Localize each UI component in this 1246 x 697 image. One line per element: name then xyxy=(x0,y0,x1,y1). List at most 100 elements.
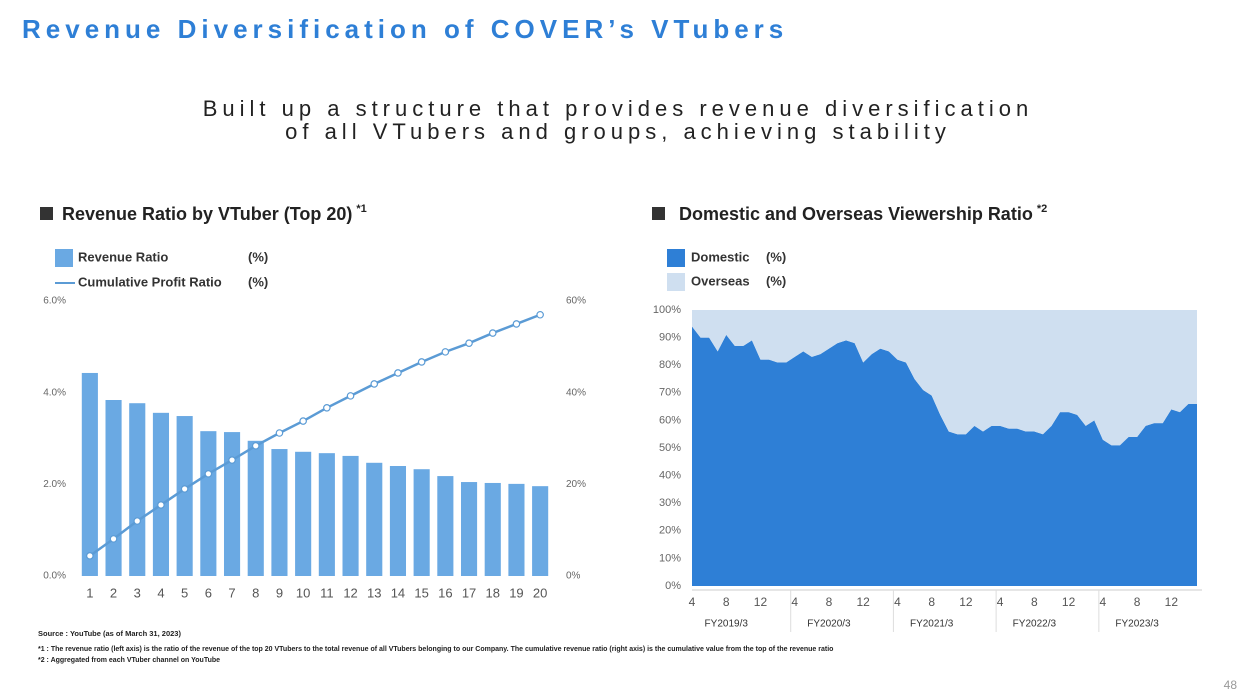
x-tick-label: 8 xyxy=(826,595,833,609)
y-tick-label: 20% xyxy=(659,525,681,537)
area xyxy=(692,310,1197,446)
x-tick-label: 8 xyxy=(252,585,259,600)
x-tick-label: 6 xyxy=(205,585,212,600)
marker xyxy=(275,429,284,437)
bar xyxy=(484,482,501,576)
x-tick-label: 15 xyxy=(414,585,428,600)
legend-label: Cumulative Profit Ratio xyxy=(78,274,222,289)
x-tick-label: 9 xyxy=(276,585,283,600)
y2-tick-label: 20% xyxy=(566,479,586,490)
x-tick-label: 20 xyxy=(533,585,547,600)
legend-swatch xyxy=(55,249,73,267)
x-tick-label: 2 xyxy=(110,585,117,600)
x-tick-label: 12 xyxy=(343,585,357,600)
marker xyxy=(417,358,426,366)
x-tick-label: 14 xyxy=(391,585,405,600)
bar xyxy=(318,453,335,576)
x-tick-label: 5 xyxy=(181,585,188,600)
bar xyxy=(129,403,146,576)
bar xyxy=(366,462,383,576)
x-tick-label: 4 xyxy=(689,595,696,609)
bar xyxy=(247,440,264,576)
source: Source : YouTube (as of March 31, 2023) xyxy=(38,629,181,638)
marker xyxy=(157,501,165,509)
bar xyxy=(413,469,430,576)
legend-unit: (%) xyxy=(766,249,786,264)
x-tick-label: 8 xyxy=(723,595,730,609)
marker xyxy=(299,417,307,425)
marker xyxy=(180,485,189,493)
chart-title-text: Domestic and Overseas Viewership Ratio xyxy=(679,204,1033,224)
group-label: FY2021/3 xyxy=(910,619,954,630)
bar xyxy=(532,486,549,576)
x-tick-label: 12 xyxy=(754,595,768,609)
legend-unit: (%) xyxy=(248,274,268,289)
chart-title: Revenue Ratio by VTuber (Top 20) *1 xyxy=(62,203,367,224)
marker xyxy=(441,348,450,356)
y-tick-label: 0% xyxy=(665,580,681,592)
subtitle: of all VTubers and groups, achieving sta… xyxy=(285,119,951,144)
marker xyxy=(536,310,544,319)
y-tick-label: 70% xyxy=(659,387,681,399)
bar xyxy=(389,466,407,576)
bar xyxy=(342,455,359,576)
y-tick-label: 2.0% xyxy=(43,479,66,490)
line xyxy=(89,313,541,557)
x-tick-label: 18 xyxy=(486,585,500,600)
x-tick-label: 3 xyxy=(134,585,141,600)
marker xyxy=(86,552,94,560)
marker xyxy=(323,403,331,412)
legend-unit: (%) xyxy=(766,273,786,288)
area xyxy=(692,326,1197,586)
marker xyxy=(465,339,473,347)
marker xyxy=(251,442,260,450)
bar xyxy=(295,451,312,576)
chart-title: Domestic and Overseas Viewership Ratio *2 xyxy=(679,203,1047,224)
x-tick-label: 8 xyxy=(1134,595,1141,609)
x-tick-label: 10 xyxy=(296,585,310,600)
x-tick-label: 8 xyxy=(928,595,935,609)
x-tick-label: 7 xyxy=(228,585,235,600)
footnote: *2 : Aggregated from each VTuber channel… xyxy=(38,657,220,664)
y-tick-label: 30% xyxy=(659,497,681,509)
marker xyxy=(346,392,355,400)
note-mark: *2 xyxy=(1037,203,1047,215)
chart-title-text: Revenue Ratio by VTuber (Top 20) xyxy=(62,204,352,224)
marker xyxy=(512,320,521,328)
legend-swatch xyxy=(667,273,685,291)
bar xyxy=(460,482,478,576)
bar xyxy=(223,432,241,576)
y-tick-label: 80% xyxy=(659,359,681,371)
x-tick-label: 13 xyxy=(367,585,381,600)
marker xyxy=(394,369,402,377)
bar xyxy=(437,476,454,576)
x-tick-label: 4 xyxy=(791,595,798,609)
marker xyxy=(204,469,213,478)
marker xyxy=(370,380,379,388)
group-label: FY2023/3 xyxy=(1115,619,1159,630)
x-tick-label: 12 xyxy=(959,595,973,609)
bar xyxy=(271,449,288,576)
y-tick-label: 10% xyxy=(659,552,681,564)
bar xyxy=(200,431,217,576)
y-tick-label: 6.0% xyxy=(43,296,66,307)
bar xyxy=(105,400,122,576)
bar xyxy=(508,483,525,576)
group-label: FY2020/3 xyxy=(807,619,851,630)
x-tick-label: 12 xyxy=(1062,595,1076,609)
footnote: *1 : The revenue ratio (left axis) is th… xyxy=(38,646,833,653)
x-tick-label: 8 xyxy=(1031,595,1038,609)
y-tick-label: 60% xyxy=(659,414,681,426)
subtitle: Built up a structure that provides reven… xyxy=(203,96,1034,121)
note-mark: *1 xyxy=(356,203,366,215)
heading-square xyxy=(40,207,53,220)
legend-label: Domestic xyxy=(691,249,750,264)
x-tick-label: 4 xyxy=(157,585,164,600)
group-label: FY2022/3 xyxy=(1013,619,1057,630)
x-tick-label: 12 xyxy=(857,595,871,609)
y-tick-label: 50% xyxy=(659,442,681,454)
bar xyxy=(81,372,98,576)
y-tick-label: 0.0% xyxy=(43,571,66,582)
x-tick-label: 12 xyxy=(1165,595,1179,609)
